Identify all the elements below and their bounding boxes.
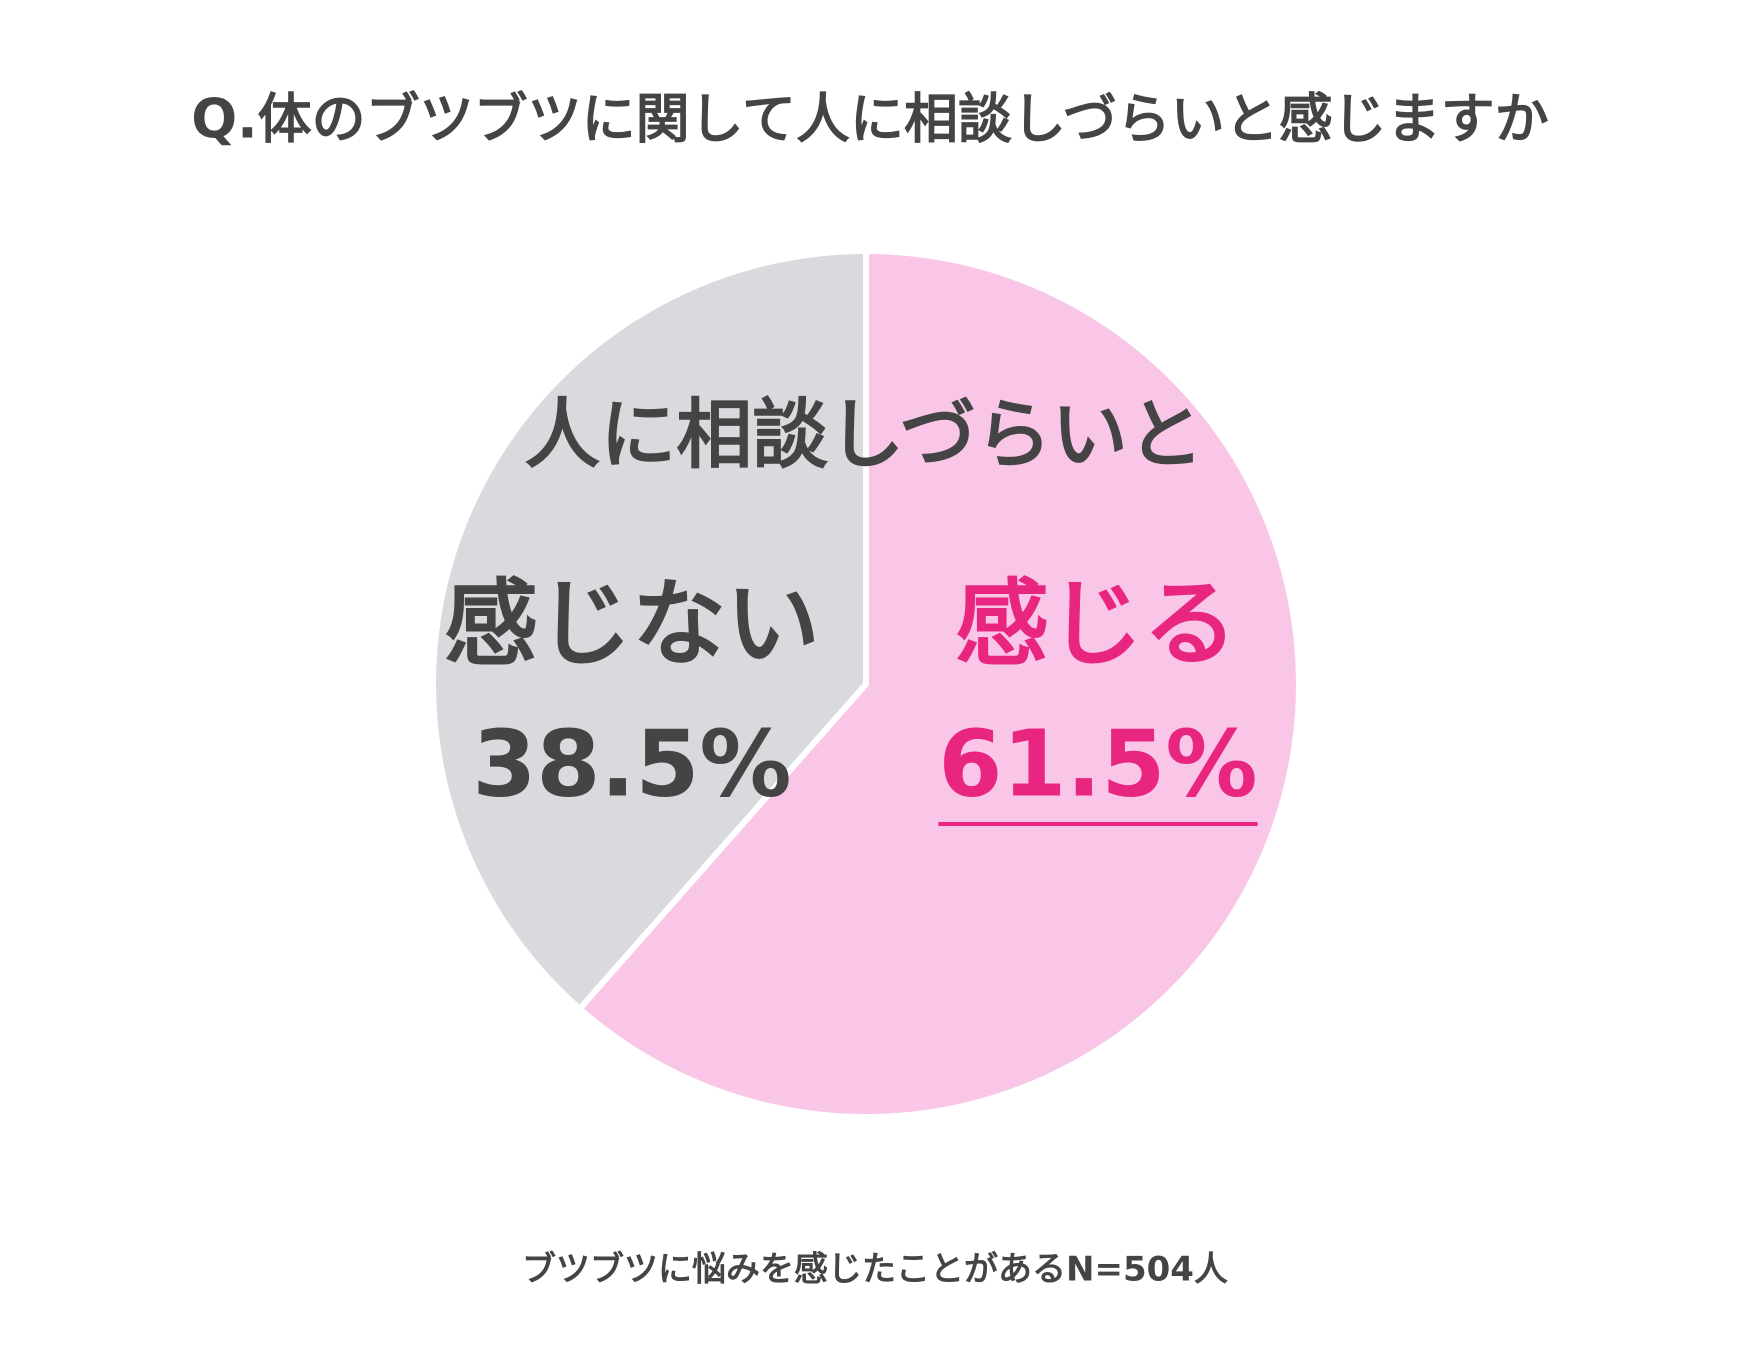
- pie-slice: [430, 248, 869, 1012]
- footnote: ブツブツに悩みを感じたことがあるN=504人: [522, 1250, 1228, 1290]
- category-label: 感じる: [955, 570, 1237, 679]
- value-label: 61.5%: [938, 710, 1257, 817]
- category-label: 感じない: [444, 570, 820, 679]
- value-label: 38.5%: [472, 710, 791, 817]
- chart-title: Q.体のブツブツに関して人に相談しづらいと感じますか: [191, 88, 1549, 151]
- pie-slice: [576, 248, 1302, 1120]
- annotation: 人に相談しづらいと: [524, 390, 1203, 479]
